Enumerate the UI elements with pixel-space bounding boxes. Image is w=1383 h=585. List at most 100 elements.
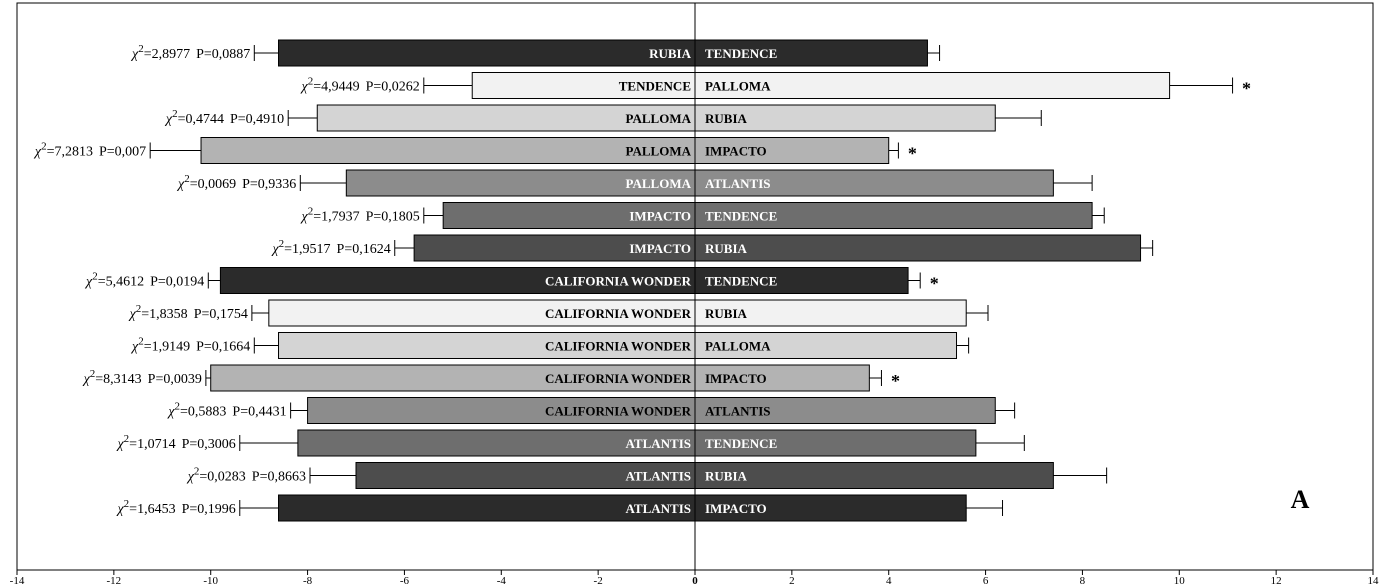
right-bar-label: IMPACTO [705, 501, 767, 516]
chi-symbol: χ [84, 275, 93, 290]
p-value: P=0,0039 [148, 372, 202, 387]
right-bar-label: PALLOMA [705, 79, 771, 94]
left-bar [268, 299, 696, 327]
chi-superscript: 2 [279, 238, 285, 250]
chi-symbol: χ [116, 437, 125, 452]
right-bar [694, 72, 1171, 99]
x-tick-label: -6 [400, 575, 410, 585]
right-bar [694, 169, 1054, 197]
p-value: P=0,1805 [366, 210, 420, 225]
left-bar-label: PALLOMA [626, 176, 692, 191]
right-bar-label: RUBIA [705, 306, 748, 321]
x-tick-label: -2 [594, 575, 603, 585]
chi-square-stat: χ2=1,9149 P=0,1664 [130, 336, 250, 355]
p-value: P=0,8663 [252, 470, 306, 485]
left-bar [307, 397, 696, 424]
right-bar-label: PALLOMA [705, 339, 771, 354]
left-bar-label: TENDENCE [619, 79, 691, 94]
chi-symbol: χ [33, 145, 42, 160]
left-bar-label: ATLANTIS [625, 501, 691, 516]
left-bar-label: ATLANTIS [625, 469, 691, 484]
p-value: P=0,0194 [150, 275, 204, 290]
chi-square-stat: χ2=1,6453 P=0,1996 [116, 498, 236, 517]
chi-value: =2,8977 [144, 47, 190, 62]
p-value: P=0,1754 [194, 307, 248, 322]
chi-superscript: 2 [124, 498, 130, 510]
left-bar-label: CALIFORNIA WONDER [545, 339, 692, 354]
p-value: P=0,3006 [182, 437, 236, 452]
chi-symbol: χ [116, 502, 125, 517]
chi-superscript: 2 [175, 401, 181, 413]
right-bar-label: TENDENCE [705, 436, 777, 451]
right-bar [694, 332, 958, 359]
x-axis: -14 -12 -10 -8 -6 -4 -2 0 2 4 6 8 10 12 14 [10, 570, 1379, 585]
chi-superscript: 2 [124, 433, 130, 445]
chi-superscript: 2 [90, 368, 96, 380]
chi-superscript: 2 [184, 173, 190, 185]
chi-square-stat: χ2=7,2813 P=0,007 [33, 141, 146, 160]
chi-value: =1,0714 [129, 437, 175, 452]
chi-superscript: 2 [172, 108, 178, 120]
left-bar [316, 104, 696, 132]
p-value: P=0,9336 [242, 177, 296, 192]
chi-symbol: χ [300, 210, 309, 225]
chi-square-stat: χ2=1,0714 P=0,3006 [116, 433, 236, 452]
chi-square-stat: χ2=4,9449 P=0,0262 [300, 76, 420, 95]
left-bar [413, 234, 696, 262]
x-tick-label: 4 [886, 575, 892, 585]
chi-square-stat: χ2=0,0283 P=0,8663 [186, 466, 306, 485]
chi-value: =7,2813 [47, 145, 93, 160]
chi-square-stat: χ2=1,7937 P=0,1805 [300, 206, 420, 225]
significance-asterisk: * [891, 371, 900, 391]
x-tick-label: -12 [107, 575, 122, 585]
left-bar-label: CALIFORNIA WONDER [545, 274, 692, 289]
chi-superscript: 2 [138, 43, 144, 55]
right-bar-label: ATLANTIS [705, 176, 771, 191]
chi-superscript: 2 [194, 466, 200, 478]
chi-square-stat: χ2=8,3143 P=0,0039 [82, 368, 202, 387]
chi-symbol: χ [128, 307, 137, 322]
chi-superscript: 2 [308, 206, 314, 218]
right-bar-label: IMPACTO [705, 371, 767, 386]
chi-value: =8,3143 [95, 372, 141, 387]
right-bar-label: RUBIA [705, 241, 748, 256]
chi-square-stat: χ2=1,8358 P=0,1754 [128, 303, 248, 322]
chi-symbol: χ [82, 372, 91, 387]
x-tick-label: -10 [203, 575, 218, 585]
p-value: P=0,0262 [366, 80, 420, 95]
left-bar-label: IMPACTO [629, 241, 691, 256]
x-tick-label: 14 [1368, 575, 1380, 585]
p-value: P=0,4431 [232, 405, 286, 420]
left-bar [278, 39, 696, 67]
chi-value: =1,8358 [141, 307, 187, 322]
chi-square-stat: χ2=0,4744 P=0,4910 [164, 108, 284, 127]
right-bar [694, 39, 928, 67]
chi-symbol: χ [166, 405, 175, 420]
chi-symbol: χ [130, 340, 139, 355]
right-bar [694, 397, 996, 424]
left-bar-label: IMPACTO [629, 209, 691, 224]
x-tick-label: 2 [789, 575, 795, 585]
chi-square-stat: χ2=0,0069 P=0,9336 [176, 173, 296, 192]
left-bar [345, 169, 696, 197]
p-value: P=0,1664 [196, 340, 250, 355]
right-bar [694, 234, 1142, 262]
x-tick-label: -4 [497, 575, 507, 585]
chi-symbol: χ [300, 80, 309, 95]
p-value: P=0,4910 [230, 112, 284, 127]
left-bar-label: RUBIA [649, 46, 692, 61]
right-bar [694, 494, 967, 522]
x-tick-label: 0 [692, 575, 698, 585]
x-tick-label: 12 [1271, 575, 1282, 585]
right-bar-label: TENDENCE [705, 46, 777, 61]
left-bar [278, 332, 696, 359]
chi-value: =1,9517 [284, 242, 330, 257]
p-value: P=0,0887 [196, 47, 250, 62]
chi-symbol: χ [270, 242, 279, 257]
chi-value: =1,9149 [144, 340, 190, 355]
chi-superscript: 2 [138, 336, 144, 348]
p-value: P=0,1996 [182, 502, 236, 517]
left-bar [297, 429, 696, 457]
